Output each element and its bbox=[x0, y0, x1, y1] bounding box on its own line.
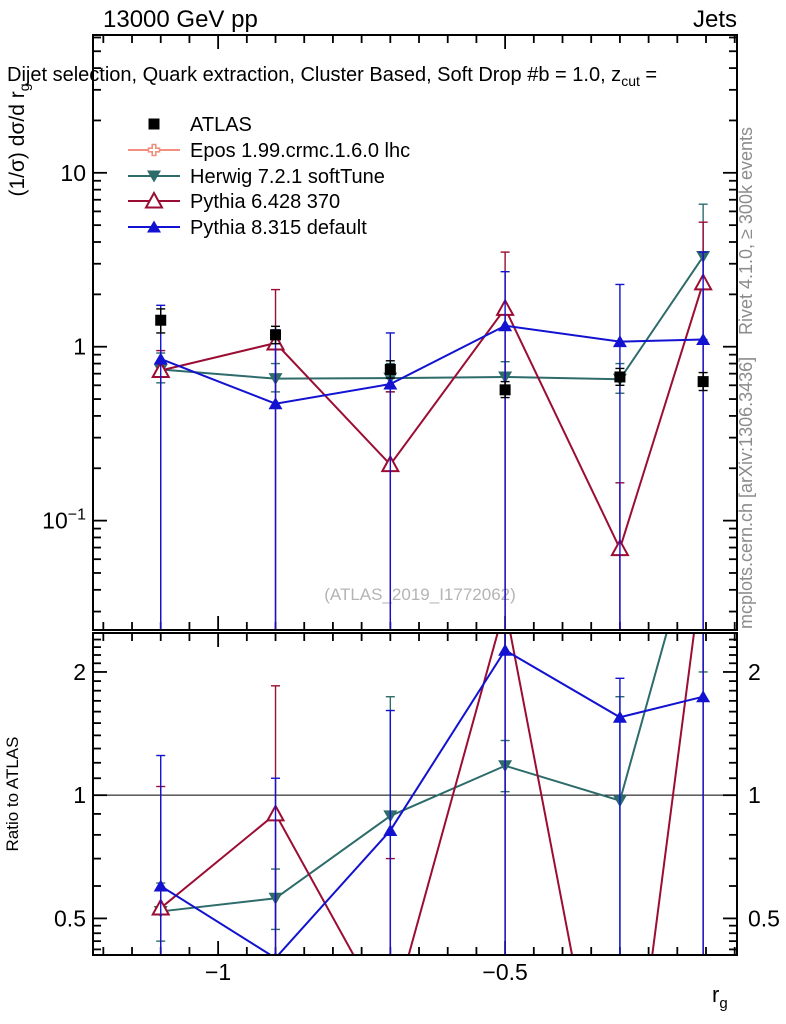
legend-label: Herwig 7.2.1 softTune bbox=[190, 166, 385, 188]
y-tick-label-ratio-left: 1 bbox=[73, 782, 86, 808]
y-axis-title-ratio: Ratio to ATLAS bbox=[3, 737, 22, 852]
marker-atlas bbox=[499, 384, 511, 396]
y-tick-label-main: 10 bbox=[60, 160, 86, 186]
series-line-herwig bbox=[160, 633, 668, 913]
y-axis-title-main-subscript: g bbox=[16, 83, 32, 91]
legend-marker-atlas bbox=[148, 118, 160, 130]
marker-pythia8 bbox=[268, 397, 283, 410]
legend-item-pythia6: Pythia 6.428 370 bbox=[128, 190, 340, 213]
y-tick-label-main: 10−1 bbox=[42, 507, 86, 534]
series-line-pythia8 bbox=[160, 324, 704, 405]
ratio-panel-series bbox=[151, 633, 711, 1024]
y-tick-label-mantissa: 10 bbox=[60, 160, 86, 186]
series-pythia8 bbox=[153, 251, 711, 630]
legend: ATLAS Epos 1.99.crmc.1.6.0 lhc Herwig 7.2.… bbox=[128, 114, 410, 239]
legend-marker-epos bbox=[147, 143, 161, 157]
legend-marker-pythia6 bbox=[144, 190, 164, 209]
series-pythia8 bbox=[153, 633, 711, 955]
series-line-pythia6 bbox=[160, 633, 696, 955]
marker-pythia8 bbox=[153, 879, 168, 892]
y-tick-label-ratio-right: 2 bbox=[748, 659, 761, 685]
series-herwig bbox=[153, 633, 708, 955]
marker-atlas bbox=[155, 314, 167, 326]
legend-item-epos: Epos 1.99.crmc.1.6.0 lhc bbox=[128, 140, 410, 162]
marker-pythia6 bbox=[382, 1013, 398, 1024]
marker-pythia8 bbox=[383, 823, 398, 836]
y-axis-title-main-text: (1/σ) dσ/d r bbox=[6, 91, 29, 196]
marker-pythia8 bbox=[612, 710, 627, 723]
series-line-herwig bbox=[160, 255, 704, 381]
marker-pythia8 bbox=[498, 319, 513, 332]
legend-label: Pythia 8.315 default bbox=[190, 217, 367, 239]
rivet-version-note: Rivet 4.1.0, ≥ 300k events bbox=[736, 127, 756, 335]
marker-atlas bbox=[384, 363, 396, 375]
marker-atlas bbox=[270, 329, 282, 341]
ratio-panel-frame bbox=[92, 632, 738, 956]
legend-label: Pythia 6.428 370 bbox=[190, 191, 340, 213]
y-tick-label-ratio-right: 1 bbox=[748, 782, 761, 808]
marker-atlas bbox=[614, 371, 626, 383]
marker-pythia8 bbox=[498, 643, 513, 656]
subtitle-tail: = bbox=[640, 64, 657, 86]
legend-item-atlas: ATLAS bbox=[148, 114, 252, 136]
analysis-id-watermark: (ATLAS_2019_I1772062) bbox=[324, 585, 516, 604]
legend-marker-herwig bbox=[147, 170, 161, 183]
series-atlas bbox=[155, 308, 709, 399]
subtitle: Dijet selection, Quark extraction, Clust… bbox=[7, 64, 657, 89]
x-axis-title-text: r bbox=[712, 982, 719, 1007]
y-tick-label-exponent: −1 bbox=[68, 507, 86, 524]
subtitle-main: Dijet selection, Quark extraction, Clust… bbox=[7, 64, 621, 86]
title-analysis: Jets bbox=[693, 6, 737, 33]
x-tick-label: −1 bbox=[205, 959, 231, 985]
main-panel-series bbox=[151, 203, 713, 630]
marker-pythia8 bbox=[383, 377, 398, 390]
main-panel-frame bbox=[92, 34, 738, 631]
marker-atlas bbox=[697, 376, 709, 388]
x-axis-title-subscript: g bbox=[719, 995, 727, 1012]
marker-pythia8 bbox=[153, 352, 168, 365]
marker-pythia8 bbox=[696, 333, 711, 346]
y-tick-label-mantissa: 10 bbox=[42, 508, 68, 534]
y-axis-title-main: (1/σ) dσ/d rg bbox=[6, 83, 32, 196]
series-line-pythia8 bbox=[160, 648, 704, 955]
legend-label: Epos 1.99.crmc.1.6.0 lhc bbox=[190, 140, 410, 162]
panel-frames bbox=[92, 34, 738, 956]
mcplots-arxiv-note: mcplots.cern.ch [arXiv:1306.3436] bbox=[736, 357, 756, 629]
series-pythia6 bbox=[151, 633, 704, 1024]
legend-item-pythia8: Pythia 8.315 default bbox=[128, 217, 367, 239]
series-line-pythia6 bbox=[160, 282, 705, 552]
marker-pythia8 bbox=[612, 335, 627, 348]
x-axis-title: rg bbox=[712, 982, 728, 1012]
y-tick-label-mantissa: 1 bbox=[73, 334, 86, 360]
legend-item-herwig: Herwig 7.2.1 softTune bbox=[128, 166, 385, 188]
y-tick-label-main: 1 bbox=[73, 334, 86, 360]
y-tick-label-ratio-left: 2 bbox=[73, 659, 86, 685]
y-tick-label-ratio-right: 0.5 bbox=[748, 905, 780, 931]
y-tick-label-ratio-left: 0.5 bbox=[54, 905, 86, 931]
title-beam: 13000 GeV pp bbox=[103, 6, 258, 33]
series-pythia6 bbox=[151, 221, 713, 630]
marker-pythia8 bbox=[696, 690, 711, 703]
legend-marker-pythia8 bbox=[147, 220, 161, 233]
legend-label: ATLAS bbox=[190, 114, 252, 136]
x-tick-label: −0.5 bbox=[482, 959, 527, 985]
subtitle-subscript: cut bbox=[621, 73, 640, 89]
